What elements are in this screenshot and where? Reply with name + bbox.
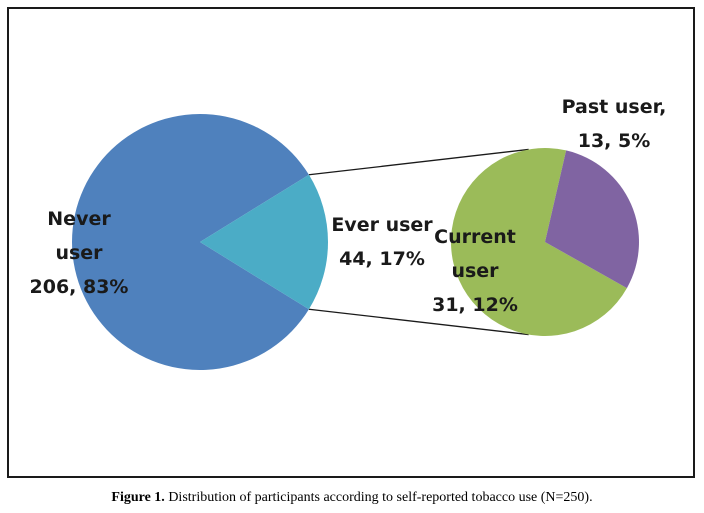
data-label-line: 31, 12% — [432, 294, 518, 316]
data-label-ever-user: Ever user 44, 17% — [331, 214, 433, 270]
data-label-line: user — [451, 260, 499, 282]
figure-caption-text: Distribution of participants according t… — [168, 490, 593, 505]
secondary-pie — [450, 147, 639, 336]
data-label-line: 44, 17% — [339, 248, 425, 270]
connector-line-top — [308, 148, 529, 176]
data-label-line: Ever user — [331, 214, 433, 236]
connector-lines — [308, 148, 529, 336]
data-label-past-user: Past user, 13, 5% — [562, 96, 667, 152]
slice-past-user — [545, 150, 639, 289]
data-label-never-user: Never user 206, 83% — [30, 208, 129, 298]
data-labels: Never user 206, 83% Ever user 44, 17% Current… — [30, 96, 667, 316]
main-pie — [72, 113, 329, 370]
data-label-line: user — [55, 242, 103, 264]
pie-of-pie-chart: Never user 206, 83% Ever user 44, 17% Current… — [30, 96, 667, 370]
chart-frame: Never user 206, 83% Ever user 44, 17% Current… — [7, 7, 695, 478]
connector-line-bottom — [308, 308, 529, 336]
data-label-line: 13, 5% — [578, 130, 651, 152]
data-label-line: Current — [434, 226, 516, 248]
data-label-line: 206, 83% — [30, 276, 129, 298]
data-label-current-user: Current user 31, 12% — [432, 226, 518, 316]
figure-caption: Figure 1. Distribution of participants a… — [0, 490, 704, 506]
slice-never-user — [72, 113, 309, 370]
slice-current-user — [450, 147, 627, 336]
data-label-line: Past user, — [562, 96, 667, 118]
data-label-line: Never — [47, 208, 111, 230]
figure-label: Figure 1. — [111, 490, 165, 505]
slice-ever-user — [200, 174, 329, 310]
